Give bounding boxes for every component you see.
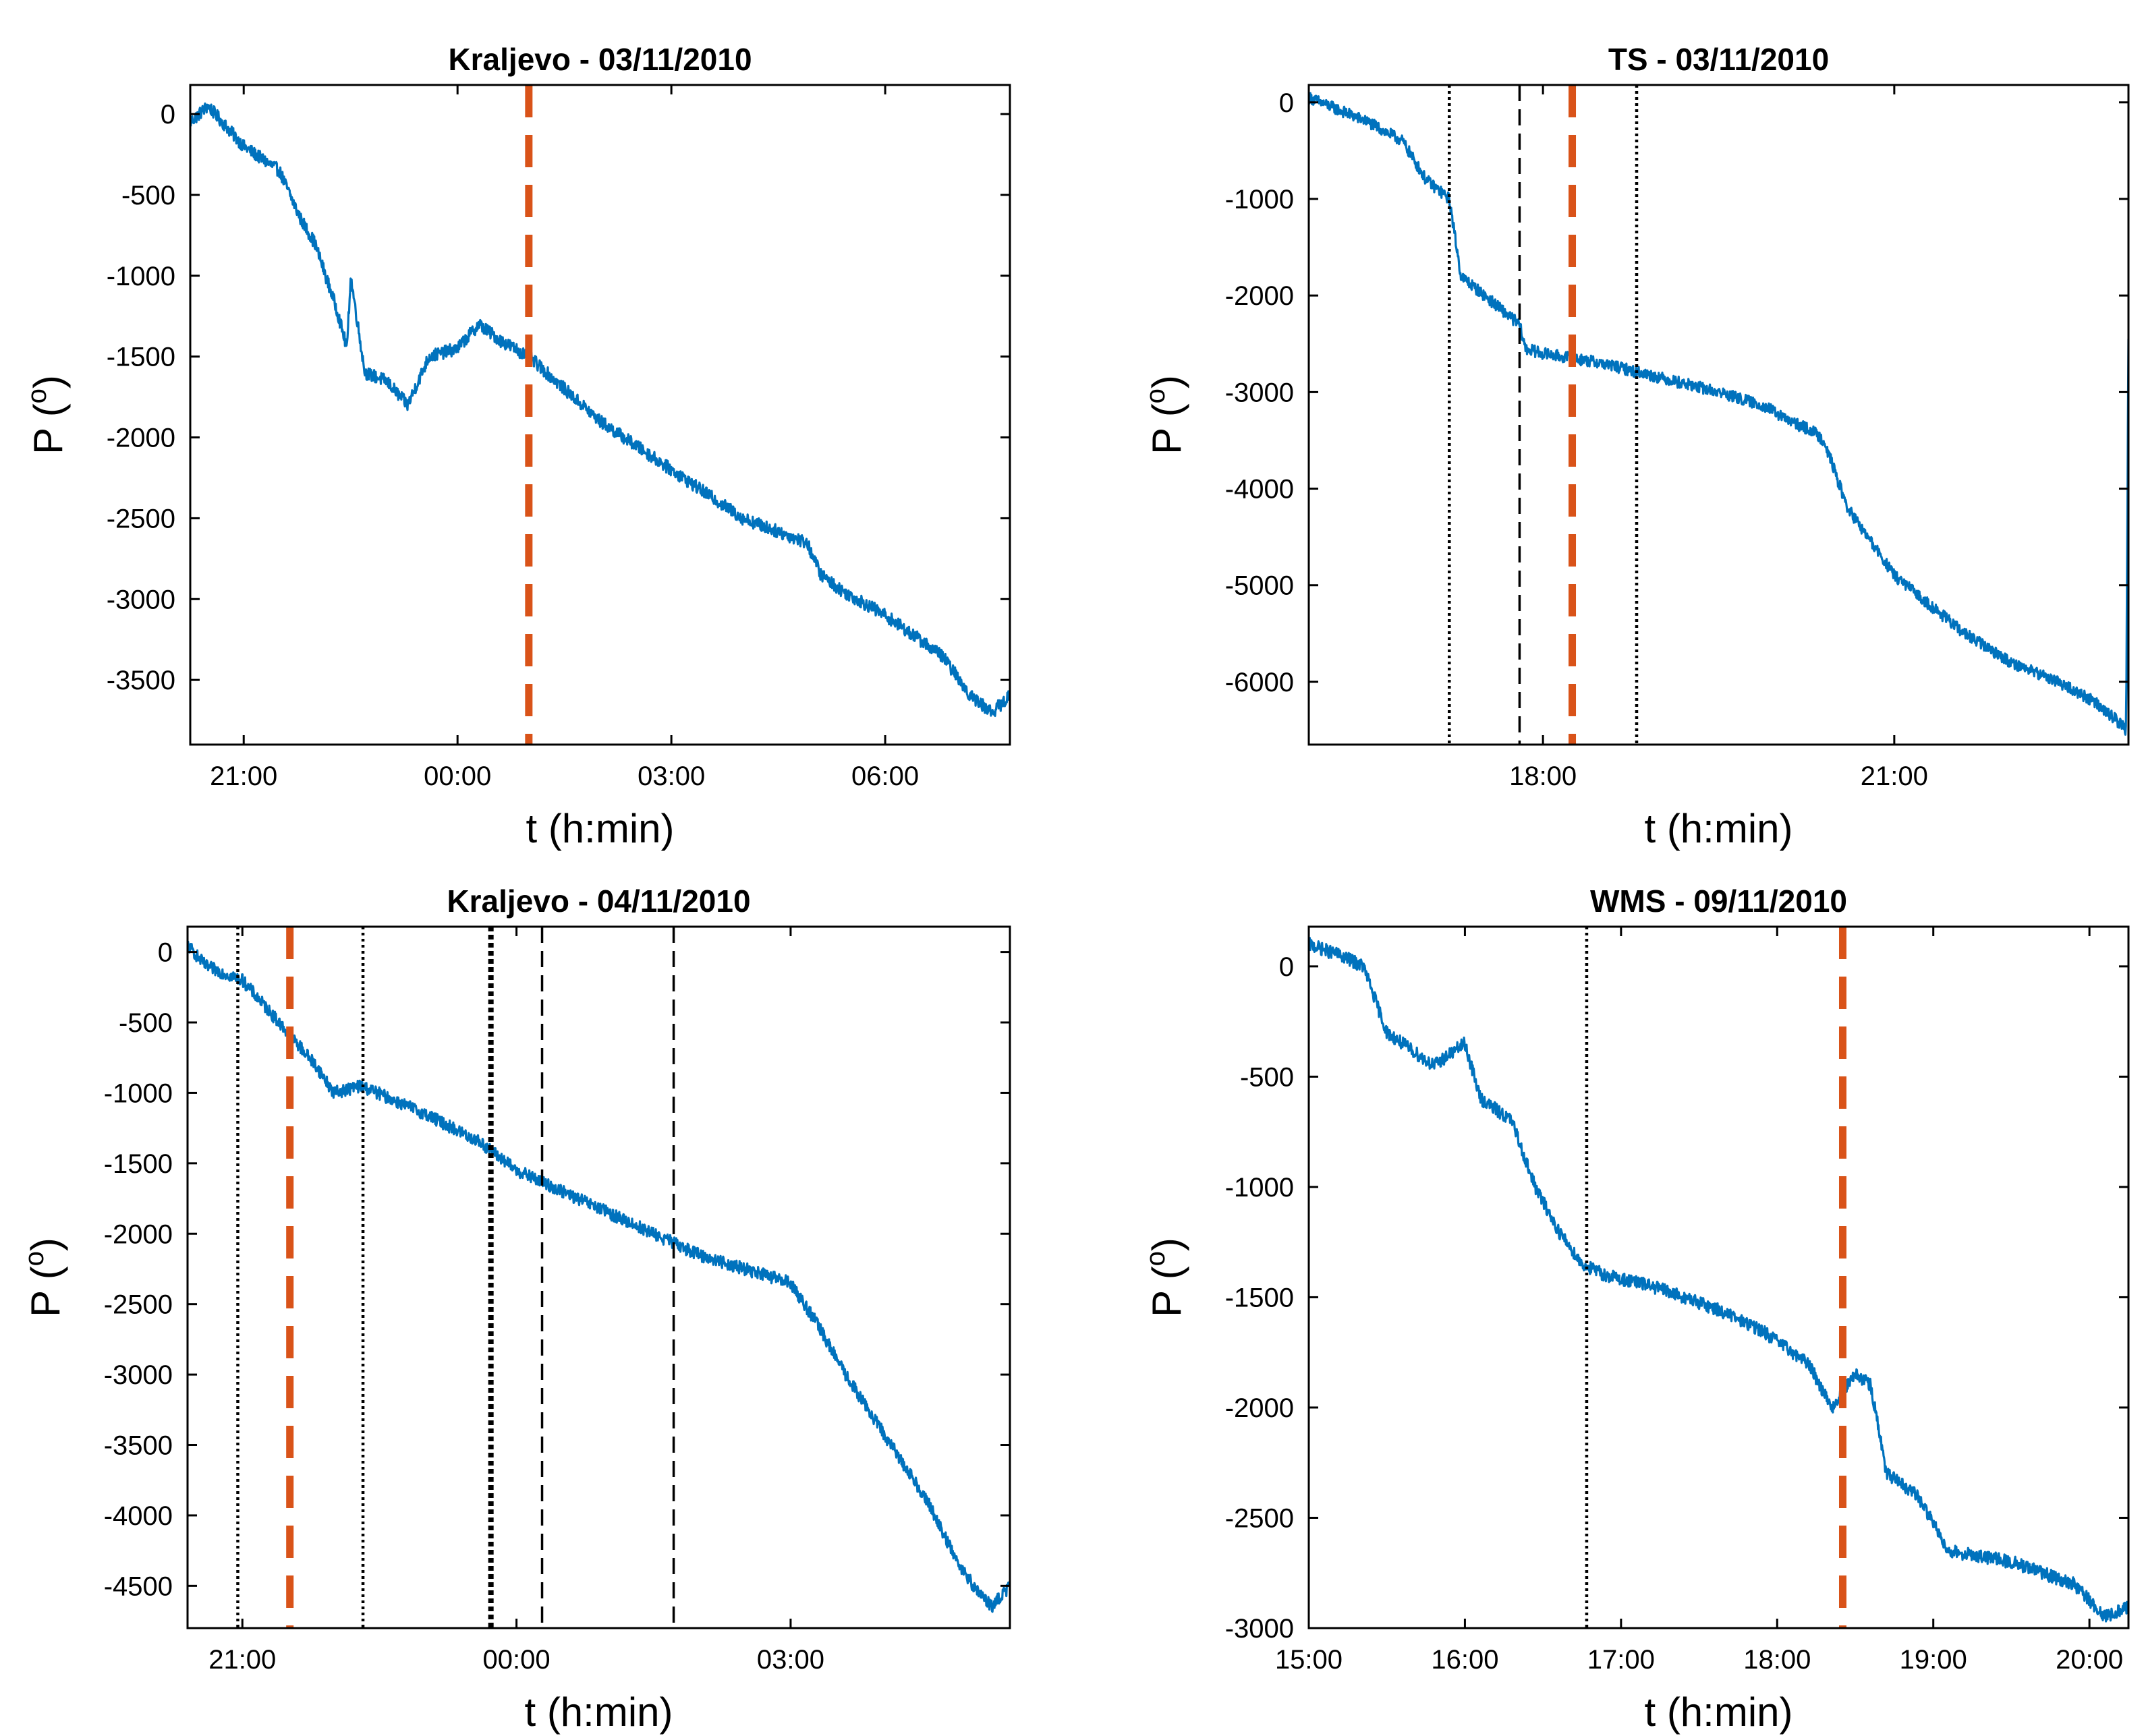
y-tick-label: 0 xyxy=(161,100,175,129)
y-tick-label: -2500 xyxy=(1225,1503,1294,1533)
y-axis-label-close: ) xyxy=(1144,1238,1189,1251)
y-axis-label-main: P ( xyxy=(26,403,71,455)
x-tick-label: 03:00 xyxy=(638,761,705,791)
y-tick-label: -1500 xyxy=(1225,1283,1294,1312)
chart-panel-4: 15:00 16:00 17:00 18:00 19:00 20:00 0 -500 -1000… xyxy=(1141,884,2130,1735)
x-axis-label: t (h:min) xyxy=(524,1689,673,1735)
y-tick-label: -1500 xyxy=(107,343,175,372)
y-tick-label: -4000 xyxy=(1225,475,1294,504)
axes-box xyxy=(1307,84,2130,746)
x-axis-label: t (h:min) xyxy=(526,806,674,851)
x-tick-label: 00:00 xyxy=(424,761,491,791)
y-axis-label-close: ) xyxy=(23,1238,68,1251)
x-tick-label: 20:00 xyxy=(2056,1645,2123,1675)
chart-title: Kraljevo - 03/11/2010 xyxy=(448,42,752,77)
chart-title: TS - 03/11/2010 xyxy=(1608,42,1829,77)
x-axis-label: t (h:min) xyxy=(1644,1689,1792,1735)
chart-panel-3: 21:00 00:00 03:00 0 -500 -1000 -1500 -2000 -2500… xyxy=(20,884,1011,1735)
chart-title: Kraljevo - 04/11/2010 xyxy=(447,884,750,919)
y-tick-label: -4000 xyxy=(104,1501,173,1531)
y-tick-label: -3500 xyxy=(104,1431,173,1461)
x-axis-label: t (h:min) xyxy=(1644,806,1792,851)
y-axis-label-close: ) xyxy=(26,375,71,388)
series-line xyxy=(188,940,1010,1613)
y-tick-label: -500 xyxy=(119,1008,173,1038)
x-tick-label: 21:00 xyxy=(1861,761,1928,791)
y-tick-label: -1000 xyxy=(1225,185,1294,214)
y-tick-label: -1000 xyxy=(104,1078,173,1108)
x-tick-label: 18:00 xyxy=(1509,761,1577,791)
x-tick-label: 00:00 xyxy=(483,1645,550,1675)
x-tick-label: 17:00 xyxy=(1587,1645,1655,1675)
y-tick-label: -2000 xyxy=(1225,281,1294,311)
y-axis-label: P (o) xyxy=(22,375,71,455)
y-tick-label: -2000 xyxy=(104,1219,173,1249)
x-tick-label: 15:00 xyxy=(1275,1645,1343,1675)
y-axis-label-close: ) xyxy=(1144,375,1189,388)
y-tick-label: -3000 xyxy=(104,1360,173,1390)
y-tick-label: -500 xyxy=(121,181,175,210)
axes-box xyxy=(1307,925,2130,1629)
series-line xyxy=(1309,92,2128,736)
y-tick-label: -3000 xyxy=(1225,1614,1294,1644)
y-tick-label: -2000 xyxy=(1225,1393,1294,1423)
y-tick-label: -6000 xyxy=(1225,668,1294,697)
chart-title: WMS - 09/11/2010 xyxy=(1590,884,1847,919)
x-tick-label: 18:00 xyxy=(1743,1645,1811,1675)
axes-box xyxy=(186,925,1011,1629)
y-tick-label: -1000 xyxy=(107,262,175,291)
y-tick-label: -500 xyxy=(1240,1062,1294,1092)
series-line xyxy=(1309,937,2128,1623)
y-tick-label: -2500 xyxy=(107,504,175,533)
y-axis-label: P (o) xyxy=(1141,1238,1189,1317)
y-tick-label: -2000 xyxy=(107,424,175,453)
y-tick-label: -3000 xyxy=(107,585,175,614)
chart-panel-1: 21:00 00:00 03:00 06:00 0 -500 -1000 -1500 -2000… xyxy=(22,42,1011,851)
y-axis-label-superscript: o xyxy=(1141,388,1170,403)
series-line xyxy=(190,102,1010,718)
x-tick-label: 16:00 xyxy=(1431,1645,1498,1675)
y-tick-label: 0 xyxy=(1279,88,1294,118)
y-axis-label-main: P ( xyxy=(1144,403,1189,455)
y-axis-label-main: P ( xyxy=(23,1266,68,1317)
y-axis-label-superscript: o xyxy=(1141,1251,1170,1266)
x-tick-label: 06:00 xyxy=(851,761,919,791)
axes-box xyxy=(189,84,1011,746)
x-tick-label: 21:00 xyxy=(208,1645,276,1675)
y-axis-label-main: P ( xyxy=(1144,1266,1189,1317)
chart-panel-2: 18:00 21:00 0 -1000 -2000 -3000 -4000 -5000 -600… xyxy=(1141,42,2130,851)
y-axis-label-superscript: o xyxy=(20,1251,49,1266)
x-tick-label: 03:00 xyxy=(757,1645,824,1675)
y-axis-label-superscript: o xyxy=(22,388,52,403)
y-axis-label: P (o) xyxy=(20,1238,68,1317)
y-axis-label: P (o) xyxy=(1141,375,1189,455)
y-tick-label: -1000 xyxy=(1225,1173,1294,1203)
y-tick-label: -3500 xyxy=(107,666,175,695)
y-tick-label: -3000 xyxy=(1225,378,1294,407)
y-tick-label: -4500 xyxy=(104,1571,173,1601)
y-tick-label: -5000 xyxy=(1225,571,1294,601)
y-tick-label: -2500 xyxy=(104,1290,173,1320)
x-tick-label: 21:00 xyxy=(210,761,277,791)
y-tick-label: 0 xyxy=(1279,952,1294,982)
y-tick-label: 0 xyxy=(158,938,173,968)
x-tick-label: 19:00 xyxy=(1900,1645,1967,1675)
y-tick-label: -1500 xyxy=(104,1149,173,1179)
